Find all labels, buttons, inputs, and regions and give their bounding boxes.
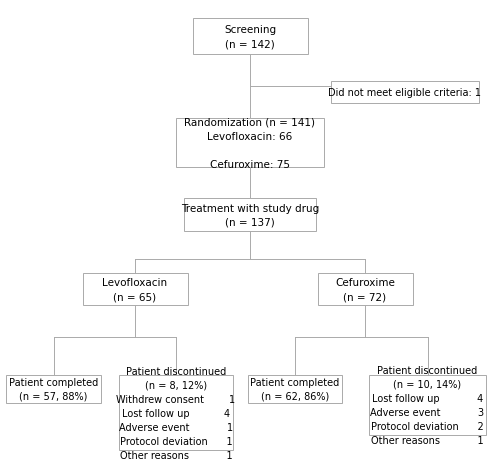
Text: Patient completed
(n = 57, 88%): Patient completed (n = 57, 88%) <box>9 377 98 401</box>
FancyBboxPatch shape <box>192 19 308 55</box>
Text: Treatment with study drug
(n = 137): Treatment with study drug (n = 137) <box>181 203 319 227</box>
FancyBboxPatch shape <box>369 375 486 435</box>
Text: Randomization (n = 141)
Levofloxacin: 66

Cefuroxime: 75: Randomization (n = 141) Levofloxacin: 66… <box>184 118 316 169</box>
FancyBboxPatch shape <box>176 119 324 168</box>
Text: Patient discontinued
(n = 10, 14%)
Lost follow up            4
Adverse event    : Patient discontinued (n = 10, 14%) Lost … <box>370 365 484 445</box>
FancyBboxPatch shape <box>332 81 479 104</box>
Text: Screening
(n = 142): Screening (n = 142) <box>224 25 276 49</box>
Text: Cefuroxime
(n = 72): Cefuroxime (n = 72) <box>335 277 395 301</box>
FancyBboxPatch shape <box>118 375 234 450</box>
Text: Patient discontinued
(n = 8, 12%)
Withdrew consent        1
Lost follow up      : Patient discontinued (n = 8, 12%) Withdr… <box>116 366 236 460</box>
FancyBboxPatch shape <box>318 274 412 305</box>
Text: Patient completed
(n = 62, 86%): Patient completed (n = 62, 86%) <box>250 377 340 401</box>
Text: Levofloxacin
(n = 65): Levofloxacin (n = 65) <box>102 277 168 301</box>
FancyBboxPatch shape <box>6 375 100 403</box>
Text: Did not meet eligible criteria: 1: Did not meet eligible criteria: 1 <box>328 88 482 98</box>
FancyBboxPatch shape <box>248 375 342 403</box>
FancyBboxPatch shape <box>82 274 188 305</box>
FancyBboxPatch shape <box>184 199 316 232</box>
